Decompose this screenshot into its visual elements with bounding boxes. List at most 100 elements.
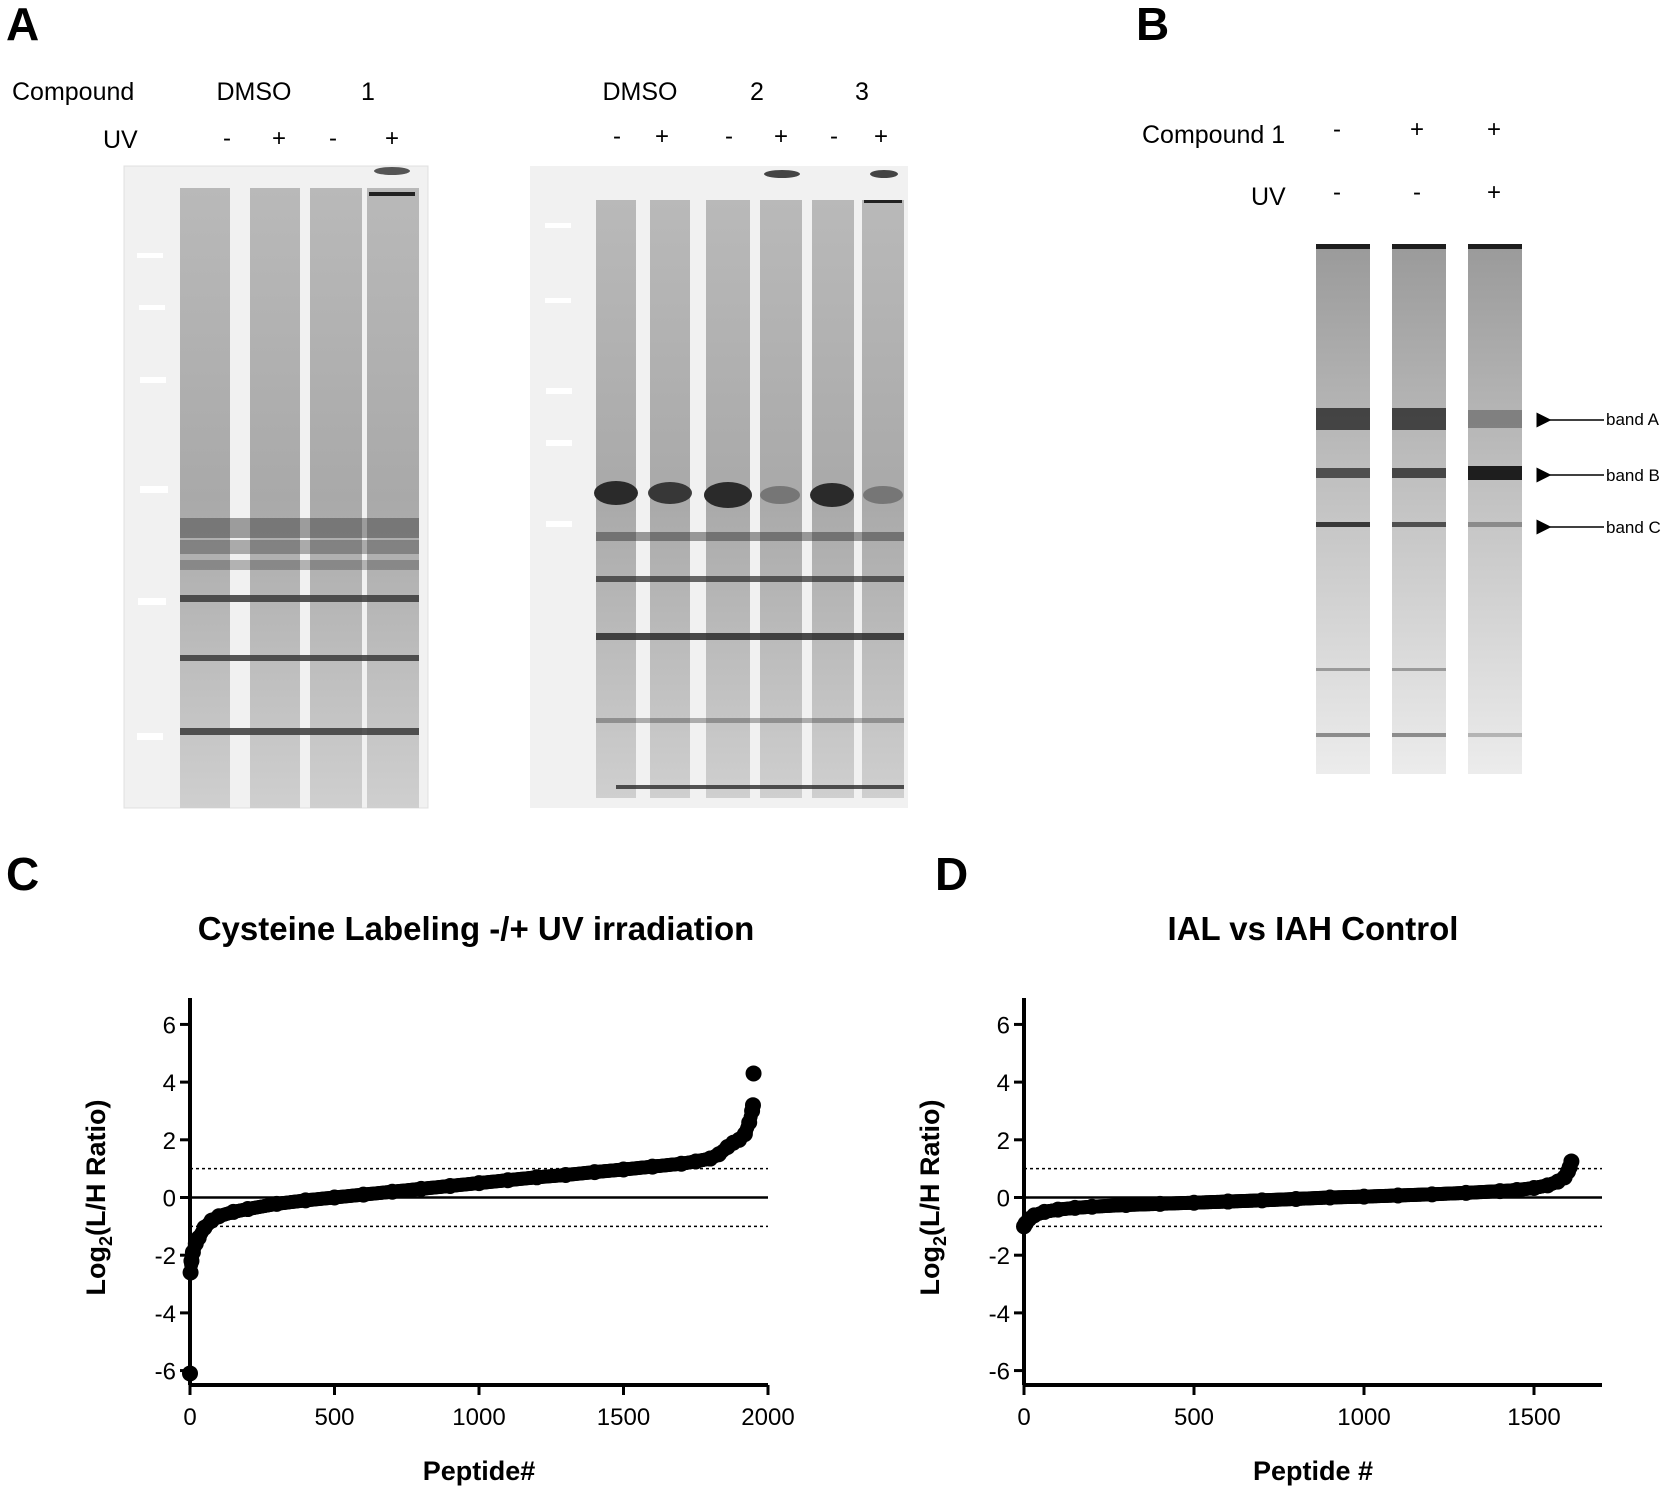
data-point [1322, 1189, 1338, 1206]
gel2-uv-sign-6: + [874, 123, 888, 150]
data-point [384, 1183, 401, 1200]
panel-b: B Compound 1 UV - + + - - + [1136, 0, 1661, 774]
data-point [744, 1097, 761, 1114]
panel-c: C Cysteine Labeling -/+ UV irradiation 6… [6, 848, 795, 1486]
y-tick-label: 4 [163, 1070, 176, 1097]
uv-row-label: UV [103, 126, 138, 154]
y-tick-label: -4 [155, 1301, 176, 1328]
y-tick-label: 2 [163, 1128, 176, 1155]
gel2-uv-sign-3: - [725, 123, 733, 150]
data-point [413, 1180, 430, 1197]
data-point [1186, 1194, 1202, 1211]
gel-1-ladder [137, 253, 168, 740]
gel-1-image [123, 165, 429, 809]
y-axis-label-suffix: (L/H Ratio) [915, 1100, 945, 1236]
gel-b-image [1316, 244, 1522, 774]
y-axis-label: Log2(L/H Ratio) [81, 1100, 116, 1296]
y-tick-label: 6 [163, 1012, 176, 1039]
x-axis-label: Peptide # [1253, 1456, 1373, 1486]
x-tick-label: 1000 [452, 1404, 505, 1431]
gel2-uv-sign-2: + [655, 123, 669, 150]
y-tick-label: 2 [997, 1128, 1010, 1155]
data-point [1288, 1190, 1304, 1207]
b-compound-sign-1: - [1333, 116, 1341, 143]
panel-a: A Compound UV DMSO 1 - + - + DMSO 2 3 - … [6, 0, 908, 809]
data-point [355, 1186, 372, 1203]
data-point [499, 1172, 516, 1189]
x-tick-label: 2000 [741, 1404, 794, 1431]
uv-row-label-b: UV [1251, 183, 1286, 211]
x-axis-label: Peptide# [423, 1456, 536, 1486]
data-point [1036, 1203, 1053, 1220]
data-points [1016, 1153, 1580, 1235]
panel-d-letter: D [935, 848, 968, 900]
data-point [1390, 1187, 1406, 1204]
x-tick-label: 1500 [597, 1404, 650, 1431]
y-tick-label: -6 [155, 1359, 176, 1386]
data-point [1563, 1153, 1580, 1170]
gel1-uv-sign-2: + [272, 125, 286, 152]
data-point [1067, 1199, 1083, 1216]
data-point [326, 1189, 343, 1206]
gel2-label-dmso: DMSO [603, 78, 678, 106]
band-a-label: band A [1606, 410, 1660, 429]
x-tick-label: 500 [1174, 1404, 1214, 1431]
data-point [1424, 1186, 1440, 1203]
data-point [1509, 1182, 1525, 1198]
data-point [471, 1175, 487, 1192]
b-uv-sign-3: + [1487, 179, 1501, 206]
y-axis-label-subscript: 2 [930, 1236, 950, 1246]
data-point [528, 1169, 545, 1186]
gel-1-bands [180, 518, 419, 735]
b-compound-sign-2: + [1410, 116, 1424, 143]
data-point [182, 1264, 199, 1281]
y-tick-label: -2 [155, 1243, 176, 1270]
y-tick-label: 0 [163, 1186, 176, 1213]
data-point [268, 1195, 285, 1212]
data-point [673, 1155, 690, 1172]
b-compound-sign-3: + [1487, 116, 1501, 143]
data-point [182, 1365, 198, 1382]
y-axis-label-subscript: 2 [96, 1236, 116, 1246]
data-point [1526, 1179, 1542, 1196]
data-points [182, 1065, 762, 1382]
data-point [615, 1161, 632, 1178]
x-tick-label: 0 [1017, 1404, 1030, 1431]
gel1-uv-sign-4: + [385, 125, 399, 152]
data-point [1118, 1197, 1134, 1213]
y-axis-label-prefix: Log [81, 1246, 111, 1295]
data-point [297, 1192, 314, 1209]
gel2-uv-sign-4: + [774, 123, 788, 150]
b-uv-sign-2: - [1413, 179, 1421, 206]
data-point [1254, 1192, 1270, 1209]
data-point [687, 1153, 704, 1170]
y-axis-label-prefix: Log [915, 1246, 945, 1295]
panel-a-letter: A [6, 0, 39, 50]
data-point [1152, 1195, 1168, 1212]
data-point [644, 1158, 661, 1175]
gel2-label-compound2: 2 [750, 78, 764, 106]
gel-1-lanes [180, 167, 419, 808]
data-point [210, 1208, 227, 1225]
gel1-label-dmso: DMSO [217, 78, 292, 106]
y-axis-label-suffix: (L/H Ratio) [81, 1100, 111, 1236]
b-uv-sign-1: - [1333, 179, 1341, 206]
compound-row-label: Compound [12, 78, 134, 106]
data-point [745, 1065, 762, 1082]
gel1-uv-sign-3: - [329, 125, 337, 152]
band-c-label: band C [1606, 518, 1661, 537]
y-tick-label: 4 [997, 1070, 1010, 1097]
data-point [1458, 1184, 1474, 1201]
data-point [442, 1177, 459, 1194]
gel-b-bands [1316, 244, 1522, 737]
panel-b-letter: B [1136, 0, 1169, 50]
chart-c-title: Cysteine Labeling -/+ UV irradiation [198, 910, 755, 947]
x-tick-label: 500 [314, 1404, 354, 1431]
band-b-label: band B [1606, 466, 1660, 485]
data-point [239, 1201, 256, 1218]
panel-c-letter: C [6, 848, 39, 900]
gel-2-bands [594, 481, 904, 789]
